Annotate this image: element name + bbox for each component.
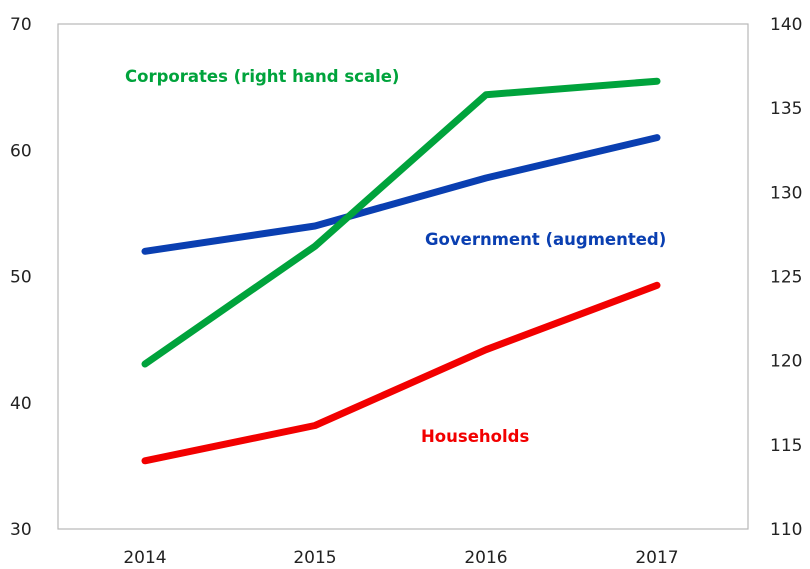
right-tick-label: 140 (770, 15, 802, 35)
right-tick-label: 130 (770, 183, 802, 203)
left-tick-label: 60 (10, 141, 32, 161)
series-label-households: Households (421, 427, 529, 446)
right-tick-label: 110 (770, 520, 802, 540)
left-tick-label: 30 (10, 520, 32, 540)
left-tick-label: 40 (10, 394, 32, 414)
x-tick-label: 2017 (635, 548, 678, 568)
right-tick-label: 125 (770, 268, 802, 288)
left-axis: 30 40 50 60 70 (10, 15, 32, 540)
series-line-corporates (141, 77, 661, 368)
left-tick-label: 50 (10, 268, 32, 288)
right-tick-label: 115 (770, 436, 802, 456)
series-label-corporates: Corporates (right hand scale) (125, 67, 399, 86)
x-tick-label: 2014 (123, 548, 166, 568)
right-tick-label: 135 (770, 99, 802, 119)
x-tick-label: 2015 (293, 548, 336, 568)
plot-area (57, 23, 749, 530)
left-tick-label: 70 (10, 15, 32, 35)
right-axis: 110 115 120 125 130 135 140 (770, 15, 802, 540)
x-axis: 2014 2015 2016 2017 (123, 548, 678, 568)
right-tick-label: 120 (770, 352, 802, 372)
series-label-government: Government (augmented) (425, 230, 666, 249)
series-line-government (141, 134, 661, 255)
series-lines (141, 77, 661, 465)
x-tick-label: 2016 (464, 548, 507, 568)
series-line-households (141, 281, 661, 465)
